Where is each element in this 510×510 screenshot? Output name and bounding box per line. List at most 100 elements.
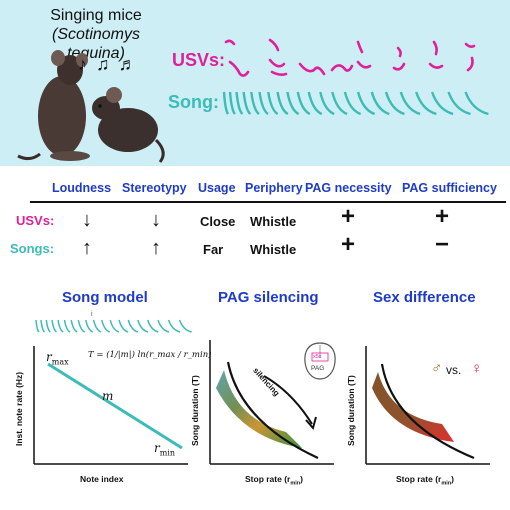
usv-pag-sufficiency: + — [435, 203, 450, 230]
y-axis-label-duration: Song duration (T) — [346, 375, 356, 446]
song-note — [267, 91, 279, 116]
usv-trace — [268, 38, 280, 52]
usv-trace — [428, 62, 444, 69]
model-note — [85, 319, 94, 333]
figure-title: Singing mice (Scotinomys teguina) — [36, 6, 156, 63]
song-note — [356, 91, 376, 116]
song-note — [384, 91, 405, 116]
x-axis-label-note-index: Note index — [80, 474, 124, 484]
usv-trace — [466, 56, 474, 72]
song-note — [296, 91, 311, 116]
duration-formula: T = (1/|m|) ln(r_max / r_min) — [88, 350, 212, 360]
column-header-loudness: Loudness — [52, 181, 112, 195]
table-rule — [30, 201, 506, 203]
rmin-label: rmin — [154, 441, 176, 458]
column-header-pag-necessity: PAG necessity — [305, 181, 392, 195]
song-note — [464, 91, 489, 116]
usv-spectrogram — [224, 38, 476, 77]
y-axis-label-duration: Song duration (T) — [190, 375, 200, 446]
song-loudness-arrow: ↑ — [82, 237, 92, 259]
song-model-spectrogram — [35, 319, 192, 333]
usv-stereotypy-arrow: ↓ — [151, 209, 161, 231]
sex-difference-band — [372, 372, 454, 442]
silencing-arrow-icon — [263, 375, 313, 425]
sitting-mouse-tail — [154, 138, 165, 163]
model-note — [40, 319, 46, 333]
song-note — [331, 91, 348, 116]
column-header-stereotypy: Stereotypy — [122, 181, 187, 195]
song-note — [447, 91, 471, 116]
song-note — [276, 91, 289, 116]
x-axis-label-stop-rate: Stop rate (rmin) — [396, 474, 454, 487]
panel-title-song-model: Song model — [62, 289, 148, 306]
standing-mouse-ear — [51, 50, 65, 66]
sitting-mouse-body — [98, 108, 158, 152]
sex-difference-plot — [365, 346, 490, 465]
column-header-usage: Usage — [198, 181, 236, 195]
song-note — [430, 91, 454, 116]
song-note — [228, 91, 236, 115]
usv-trace — [396, 46, 402, 58]
y-axis-label-rate: Inst. note rate (Hz) — [14, 371, 24, 446]
illustration-band — [0, 0, 510, 166]
song-note — [307, 91, 323, 116]
silencing-band — [216, 370, 302, 448]
usv-trace — [392, 62, 406, 71]
model-note — [45, 319, 51, 333]
usv-trace — [268, 58, 286, 68]
model-note — [92, 319, 102, 333]
usv-trace — [356, 40, 364, 54]
x-axis-label-stop-rate: Stop rate (rmin) — [245, 474, 303, 487]
song-note — [343, 91, 362, 116]
song-note — [286, 91, 300, 116]
model-note — [35, 319, 40, 333]
standing-mouse-ear-2 — [76, 53, 88, 67]
model-note — [178, 319, 192, 333]
standing-mouse-feet — [50, 151, 90, 161]
usv-usage: Close — [200, 214, 236, 229]
model-note — [101, 319, 111, 333]
song-note — [242, 91, 252, 115]
brain-injection-mark: x5x — [313, 354, 322, 360]
song-note — [319, 91, 335, 116]
mice-illustration — [17, 50, 165, 163]
arrowhead — [305, 416, 317, 431]
model-note — [118, 319, 129, 333]
song-note — [235, 91, 244, 115]
song-spectrogram — [222, 91, 489, 116]
model-note — [147, 319, 159, 333]
music-notes-icon: ♪ ♫ ♬ — [78, 54, 139, 74]
usv-loudness-arrow: ↓ — [82, 209, 92, 231]
duration-curve — [380, 363, 475, 460]
usv-label: USVs: — [172, 50, 226, 70]
usv-periphery: Whistle — [250, 214, 297, 229]
usv-trace — [224, 39, 236, 46]
model-note — [167, 319, 181, 333]
standing-mouse-body — [38, 76, 86, 156]
female-symbol-icon: ♀ — [471, 360, 483, 377]
usv-trace — [330, 64, 354, 72]
song-note — [415, 91, 437, 116]
column-header-periphery: Periphery — [245, 181, 303, 195]
brain-pag-label: PAG — [311, 365, 325, 372]
model-note — [51, 319, 58, 333]
model-note — [137, 319, 149, 333]
song-model-plot — [33, 346, 188, 465]
usv-trace — [464, 42, 476, 48]
row-label-songs: Songs: — [10, 241, 55, 256]
row-label-usvs: USVs: — [16, 213, 55, 228]
vs-label: vs. — [446, 363, 462, 377]
song-label: Song: — [168, 92, 219, 112]
model-note — [157, 319, 170, 333]
model-note — [77, 319, 86, 333]
usv-trace — [270, 70, 288, 76]
song-pag-sufficiency: − — [435, 231, 450, 258]
brain-icon — [304, 342, 336, 380]
usv-trace — [228, 60, 250, 77]
panel-title-sex-difference: Sex difference — [373, 289, 476, 306]
song-note — [370, 91, 390, 116]
song-usage: Far — [203, 242, 224, 257]
song-note — [250, 91, 260, 115]
model-note — [127, 319, 139, 333]
male-symbol-icon: ♂ — [431, 360, 443, 377]
